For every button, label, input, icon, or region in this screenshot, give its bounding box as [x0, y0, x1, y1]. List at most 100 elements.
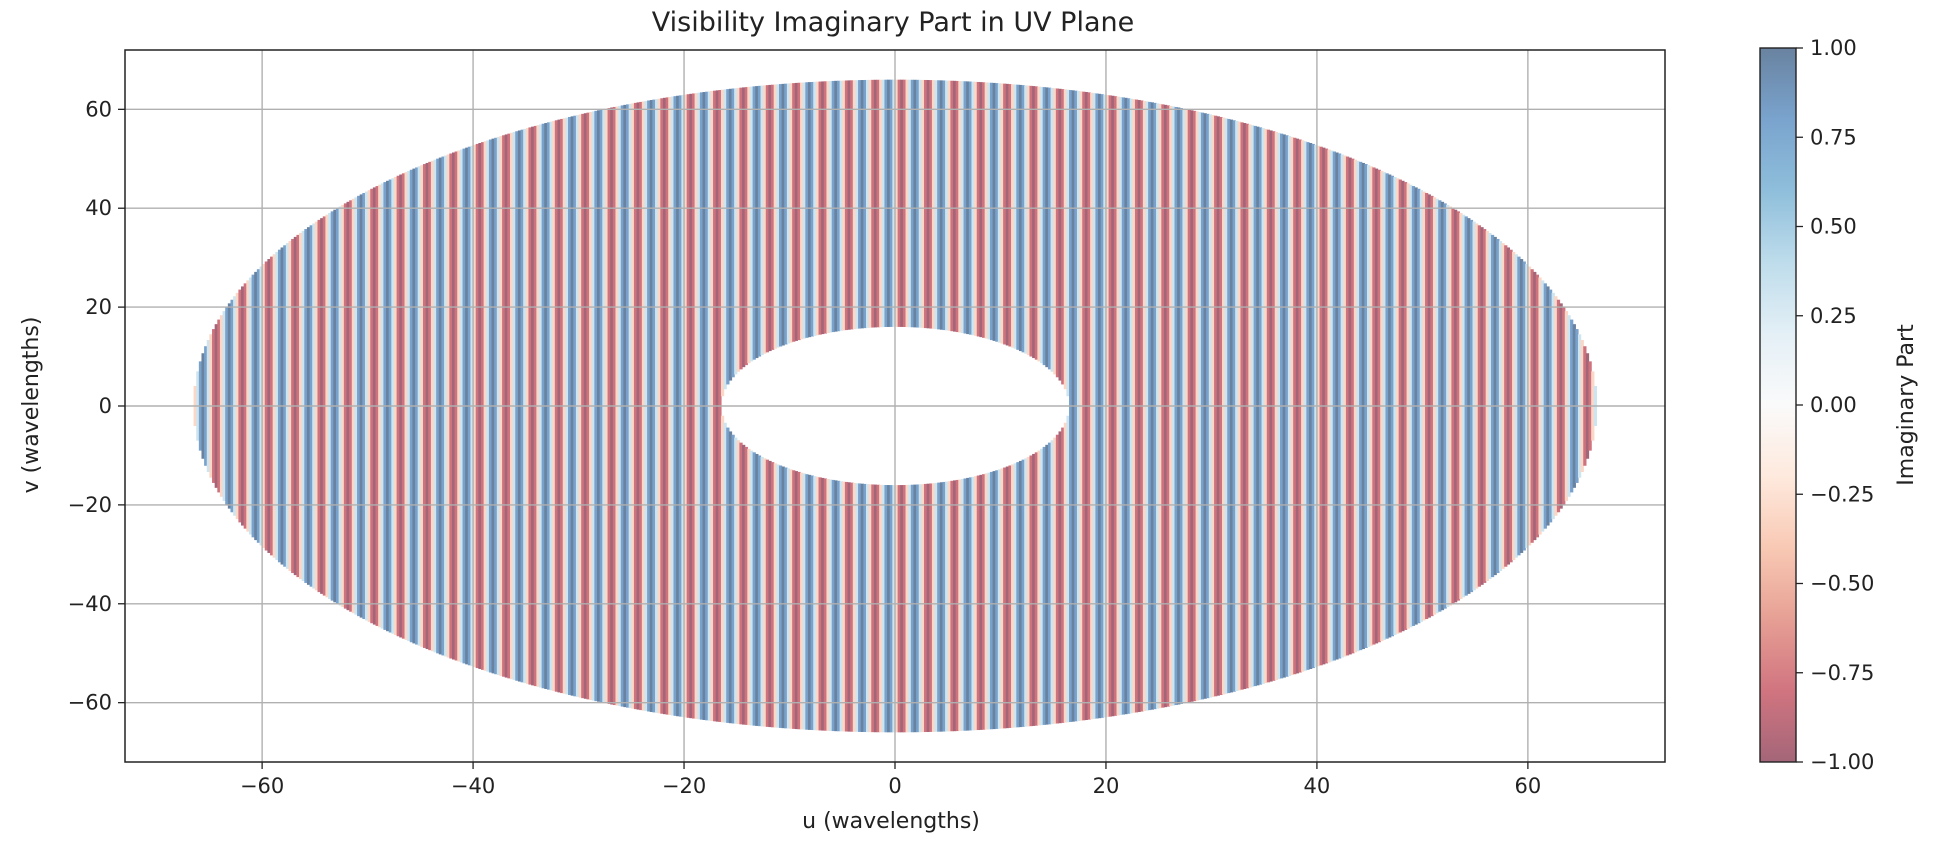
heatmap-cell: [1000, 83, 1004, 344]
heatmap-cell: [1061, 89, 1065, 385]
heatmap-cell: [1037, 450, 1041, 726]
heatmap-cell: [1016, 84, 1020, 350]
heatmap-cell: [1034, 86, 1038, 360]
y-tick-label: 0: [99, 394, 112, 418]
colorbar-gradient: [1760, 48, 1796, 762]
heatmap-cell: [921, 79, 925, 328]
colorbar-tick-label: −0.75: [1810, 661, 1874, 685]
heatmap-cell: [760, 85, 764, 356]
heatmap-cell: [960, 478, 965, 731]
colorbar-tick-label: −1.00: [1810, 750, 1874, 774]
heatmap-cell: [984, 473, 988, 730]
x-axis-label: u (wavelengths): [802, 809, 980, 834]
heatmap-cell: [800, 472, 804, 730]
heatmap-cell: [1040, 448, 1044, 726]
heatmap-cell: [976, 81, 980, 337]
heatmap-cell: [1050, 87, 1054, 372]
heatmap-cell: [1018, 460, 1023, 728]
heatmap-cell: [1066, 89, 1070, 397]
heatmap-cell: [834, 480, 838, 732]
heatmap-cell: [836, 80, 841, 332]
heatmap-cell: [924, 79, 928, 329]
heatmap-cell: [963, 81, 967, 334]
heatmap-cell: [860, 80, 864, 329]
heatmap-cell: [742, 444, 746, 725]
heatmap-cell: [884, 484, 888, 733]
heatmap-cell: [926, 80, 930, 329]
heatmap-cell: [950, 480, 954, 732]
heatmap-cell: [913, 79, 917, 328]
heatmap-cell: [744, 446, 748, 725]
heatmap-cell: [765, 459, 770, 727]
heatmap-cell: [987, 472, 991, 730]
heatmap-cell: [947, 80, 951, 331]
heatmap-cell: [897, 485, 901, 733]
heatmap-cell: [1058, 431, 1062, 724]
heatmap-cell: [868, 79, 872, 328]
heatmap-cell: [937, 80, 941, 330]
heatmap-cell: [865, 484, 870, 733]
colorbar-tick-label: 0.25: [1810, 304, 1857, 328]
heatmap-cell: [723, 422, 727, 723]
x-tick-label: 60: [1515, 774, 1542, 798]
heatmap-cell: [731, 88, 735, 378]
heatmap-cell: [852, 482, 857, 732]
heatmap-cell: [1032, 86, 1036, 359]
heatmap-cell: [728, 431, 733, 724]
heatmap-cell: [892, 79, 896, 327]
heatmap-cell: [953, 480, 957, 732]
heatmap-cell: [773, 84, 777, 349]
colorbar-tick-label: −0.50: [1810, 572, 1874, 596]
heatmap-cell: [823, 81, 828, 334]
heatmap-cell: [963, 478, 967, 731]
heatmap-cell: [834, 80, 838, 332]
heatmap-cell: [736, 87, 741, 372]
heatmap-cell: [987, 82, 991, 340]
heatmap-cell: [1066, 415, 1070, 723]
heatmap-cell: [1021, 85, 1025, 353]
heatmap-cell: [879, 79, 883, 328]
heatmap-cell: [1021, 459, 1025, 727]
heatmap-cell: [860, 483, 864, 732]
heatmap-cell: [786, 83, 791, 344]
heatmap-cell: [720, 89, 725, 397]
colorbar-tick-label: −0.25: [1810, 482, 1874, 506]
heatmap-cell: [1005, 83, 1009, 346]
heatmap-cell: [831, 80, 835, 333]
heatmap-cell: [868, 484, 872, 733]
heatmap-cell: [989, 82, 994, 341]
heatmap-cell: [760, 456, 764, 727]
heatmap-cell: [728, 88, 733, 381]
heatmap-cell: [950, 80, 954, 332]
axes: −60 −40 −20 0 20 40 60 −60 −40 −20 0 20 40 60: [68, 49, 1666, 798]
heatmap-cell: [1013, 84, 1017, 349]
heatmap-cell: [847, 482, 851, 732]
heatmap-cell: [900, 485, 904, 733]
heatmap-cell: [976, 475, 980, 731]
heatmap-cell: [989, 471, 994, 730]
heatmap-cell: [744, 87, 748, 366]
heatmap-cell: [992, 82, 996, 341]
heatmap-cell: [934, 80, 938, 330]
heatmap-cell: [800, 82, 804, 340]
heatmap-cell: [955, 479, 959, 732]
y-tick-label: −60: [68, 691, 112, 715]
heatmap-cell: [863, 483, 867, 733]
heatmap-cell: [916, 79, 920, 328]
heatmap-cell: [778, 84, 783, 347]
heatmap-cell: [929, 80, 933, 329]
y-tick-label: −20: [68, 493, 112, 517]
heatmap-cell: [1053, 88, 1057, 375]
heatmap-cell: [1008, 465, 1012, 728]
heatmap-cell: [982, 82, 986, 338]
heatmap-cell: [734, 437, 738, 724]
heatmap-cell: [889, 485, 893, 733]
heatmap-cell: [995, 83, 999, 342]
heatmap-cell: [1047, 442, 1052, 725]
heatmap-cell: [1042, 446, 1046, 725]
heatmap-cell: [918, 484, 922, 733]
heatmap-cell: [1061, 427, 1065, 723]
heatmap-cell: [844, 80, 849, 331]
heatmap-cell: [807, 474, 812, 730]
heatmap-cell: [784, 83, 788, 345]
